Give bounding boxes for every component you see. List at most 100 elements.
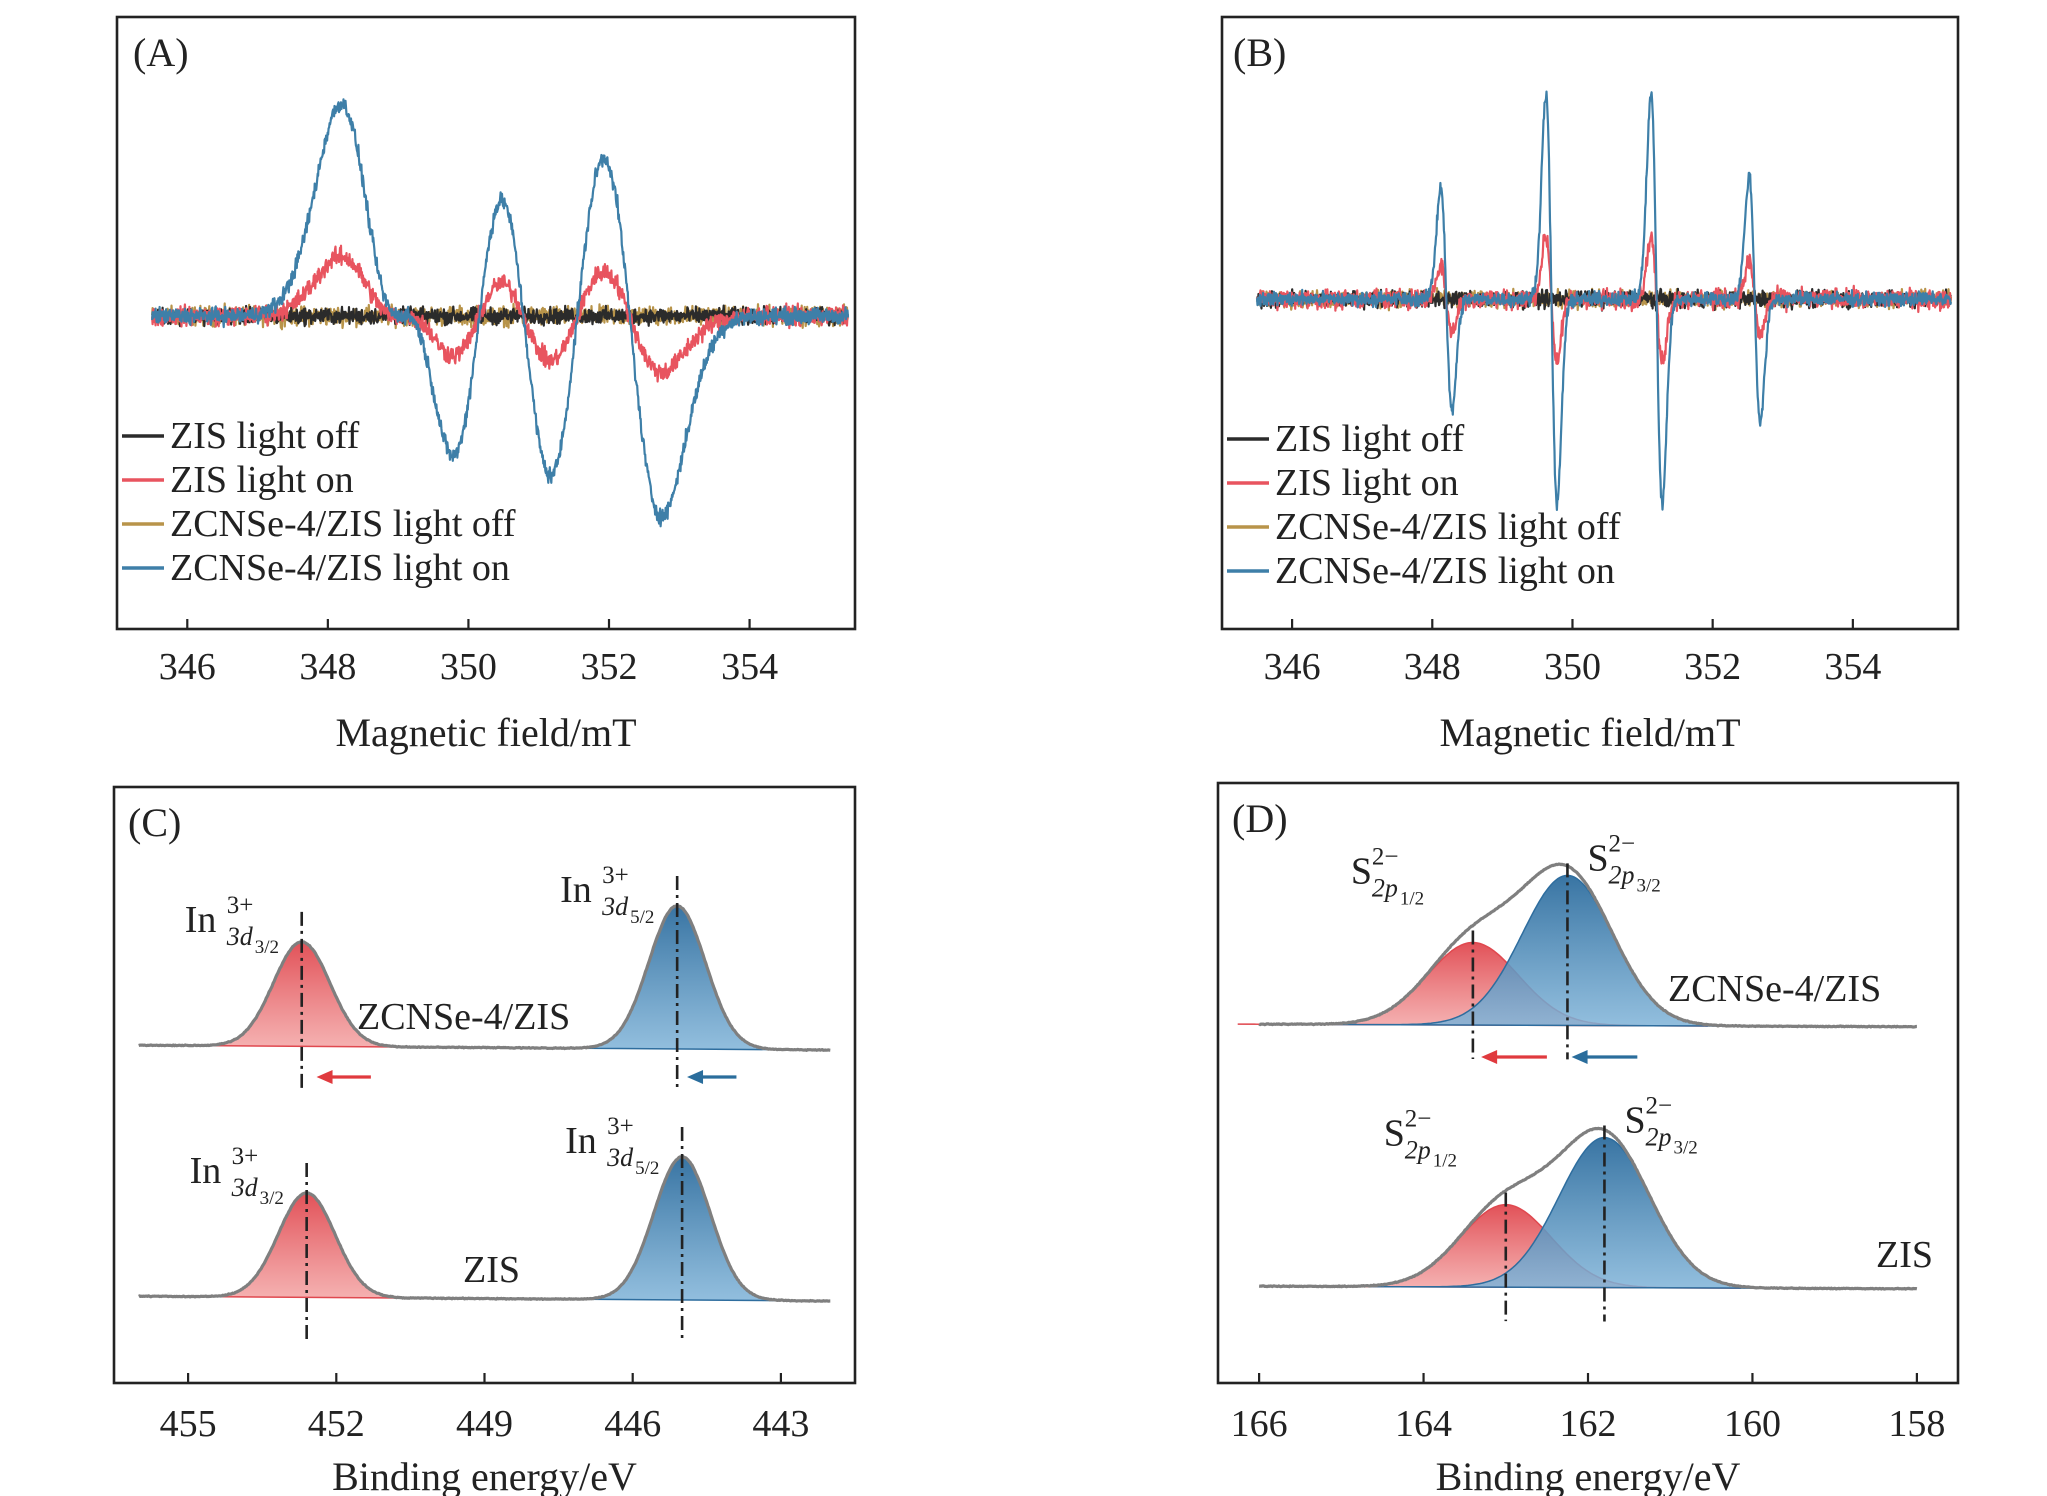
peak-label-main: In bbox=[560, 869, 592, 911]
legend-label-zis-off: ZIS light off bbox=[170, 415, 360, 457]
legend-label-zis-on: ZIS light on bbox=[1275, 462, 1459, 504]
peak-label-subsubscript: 5/2 bbox=[630, 907, 654, 928]
peak-label-main: S bbox=[1587, 837, 1608, 879]
x-tick-label: 348 bbox=[299, 646, 356, 688]
x-tick-label: 443 bbox=[752, 1403, 809, 1445]
x-tick-label: 160 bbox=[1724, 1403, 1781, 1445]
x-axis-label: Magnetic field/mT bbox=[1439, 710, 1740, 755]
x-tick-label: 162 bbox=[1560, 1403, 1617, 1445]
peak-label-subscript: 2p bbox=[1608, 860, 1634, 889]
peak-label-superscript: 2− bbox=[1372, 844, 1399, 871]
series-zcn-on bbox=[1255, 90, 1953, 511]
panel-label: (B) bbox=[1233, 30, 1286, 75]
sample-label: ZIS bbox=[463, 1249, 520, 1291]
x-tick-label: 449 bbox=[456, 1403, 513, 1445]
peak-label-superscript: 3+ bbox=[232, 1143, 259, 1170]
x-axis-label: Binding energy/eV bbox=[1436, 1454, 1741, 1496]
peak-label: S 2− 2p 3/2 bbox=[1624, 1093, 1697, 1159]
x-tick-label: 166 bbox=[1231, 1403, 1288, 1445]
peak-label-superscript: 3+ bbox=[227, 892, 254, 919]
panel-label: (D) bbox=[1232, 796, 1288, 841]
plot-frame bbox=[1220, 15, 1960, 631]
envelope-line bbox=[1258, 862, 1918, 1029]
peak-label-main: In bbox=[190, 1150, 222, 1192]
x-tick-label: 164 bbox=[1395, 1403, 1452, 1445]
sample-label: ZCNSe-4/ZIS bbox=[1668, 968, 1881, 1010]
sample-label: ZCNSe-4/ZIS bbox=[357, 996, 570, 1038]
series-zis-on bbox=[151, 244, 849, 383]
peak-label-subscript: 3d bbox=[606, 1143, 634, 1172]
x-tick-label: 348 bbox=[1404, 646, 1461, 688]
peak-label-subsubscript: 3/2 bbox=[255, 937, 279, 958]
x-tick-label: 346 bbox=[1264, 646, 1321, 688]
x-axis-label: Magnetic field/mT bbox=[335, 710, 636, 755]
legend-label-zcn-on: ZCNSe-4/ZIS light on bbox=[170, 547, 510, 589]
plot-frame bbox=[115, 15, 857, 631]
peak-label-subsubscript: 3/2 bbox=[1673, 1138, 1697, 1159]
x-tick-label: 346 bbox=[159, 646, 216, 688]
peak-label: In 3+ 3d 5/2 bbox=[565, 1113, 659, 1179]
peak-label-superscript: 2− bbox=[1645, 1093, 1672, 1120]
x-axis-label: Binding energy/eV bbox=[332, 1454, 637, 1496]
peak-label-main: In bbox=[565, 1120, 597, 1162]
x-tick-label: 352 bbox=[1684, 646, 1741, 688]
series-zcn-on bbox=[151, 98, 850, 528]
x-tick-label: 354 bbox=[721, 646, 778, 688]
x-tick-label: 352 bbox=[581, 646, 638, 688]
peak-label-subsubscript: 1/2 bbox=[1400, 889, 1424, 910]
x-tick-label: 455 bbox=[160, 1403, 217, 1445]
peak-label: In 3+ 3d 5/2 bbox=[560, 862, 654, 928]
panel-b: (B) 346 348 350 352 354 Magnetic field/mT ZIS l… bbox=[1220, 15, 1960, 755]
peak-label-main: S bbox=[1624, 1100, 1645, 1142]
peak-label-subsubscript: 3/2 bbox=[1636, 875, 1660, 896]
x-tick-label: 446 bbox=[604, 1403, 661, 1445]
peak-label-superscript: 2− bbox=[1405, 1106, 1432, 1133]
legend-label-zcn-on: ZCNSe-4/ZIS light on bbox=[1275, 550, 1615, 592]
peak-label-subsubscript: 3/2 bbox=[260, 1188, 284, 1209]
peak-label: S 2− 2p 1/2 bbox=[1351, 844, 1424, 910]
envelope-line bbox=[138, 904, 831, 1052]
x-tick-label: 452 bbox=[308, 1403, 365, 1445]
legend-label-zcn-off: ZCNSe-4/ZIS light off bbox=[1275, 506, 1621, 548]
peak-label-subscript: 3d bbox=[231, 1173, 259, 1202]
legend-label-zcn-off: ZCNSe-4/ZIS light off bbox=[170, 503, 516, 545]
shift-arrowhead-blue bbox=[1571, 1050, 1588, 1064]
x-tick-label: 350 bbox=[440, 646, 497, 688]
envelope-line bbox=[138, 1155, 831, 1303]
peak-label-superscript: 3+ bbox=[602, 862, 629, 889]
peak-label: S 2− 2p 3/2 bbox=[1587, 830, 1660, 896]
peak-label: S 2− 2p 1/2 bbox=[1384, 1106, 1457, 1172]
envelope-line bbox=[1258, 1126, 1918, 1291]
legend-label-zis-on: ZIS light on bbox=[170, 459, 354, 501]
panel-a: (A) 346 348 350 352 354 Magnetic field/mT ZIS l… bbox=[115, 15, 857, 755]
peak-label: In 3+ 3d 3/2 bbox=[185, 892, 279, 958]
peak-label-subscript: 3d bbox=[226, 922, 254, 951]
peak-label-superscript: 2− bbox=[1608, 830, 1635, 857]
peak-label: In 3+ 3d 3/2 bbox=[190, 1143, 284, 1209]
peak-label-subscript: 3d bbox=[601, 892, 629, 921]
x-tick-label: 350 bbox=[1544, 646, 1601, 688]
peak-label-subscript: 2p bbox=[1405, 1136, 1431, 1165]
shift-arrowhead-blue bbox=[687, 1070, 704, 1084]
peak-label-main: In bbox=[185, 899, 217, 941]
peak-label-main: S bbox=[1384, 1113, 1405, 1155]
peak-label-subsubscript: 5/2 bbox=[635, 1158, 659, 1179]
panel-label: (A) bbox=[133, 30, 189, 75]
shift-arrowhead-red bbox=[316, 1070, 333, 1084]
shift-arrowhead-red bbox=[1481, 1050, 1498, 1064]
peak-label-subsubscript: 1/2 bbox=[1433, 1151, 1457, 1172]
peak-label-superscript: 3+ bbox=[607, 1113, 634, 1140]
sample-label: ZIS bbox=[1876, 1234, 1933, 1276]
peak-label-subscript: 2p bbox=[1372, 874, 1398, 903]
x-tick-label: 354 bbox=[1824, 646, 1881, 688]
peak-label-main: S bbox=[1351, 851, 1372, 893]
